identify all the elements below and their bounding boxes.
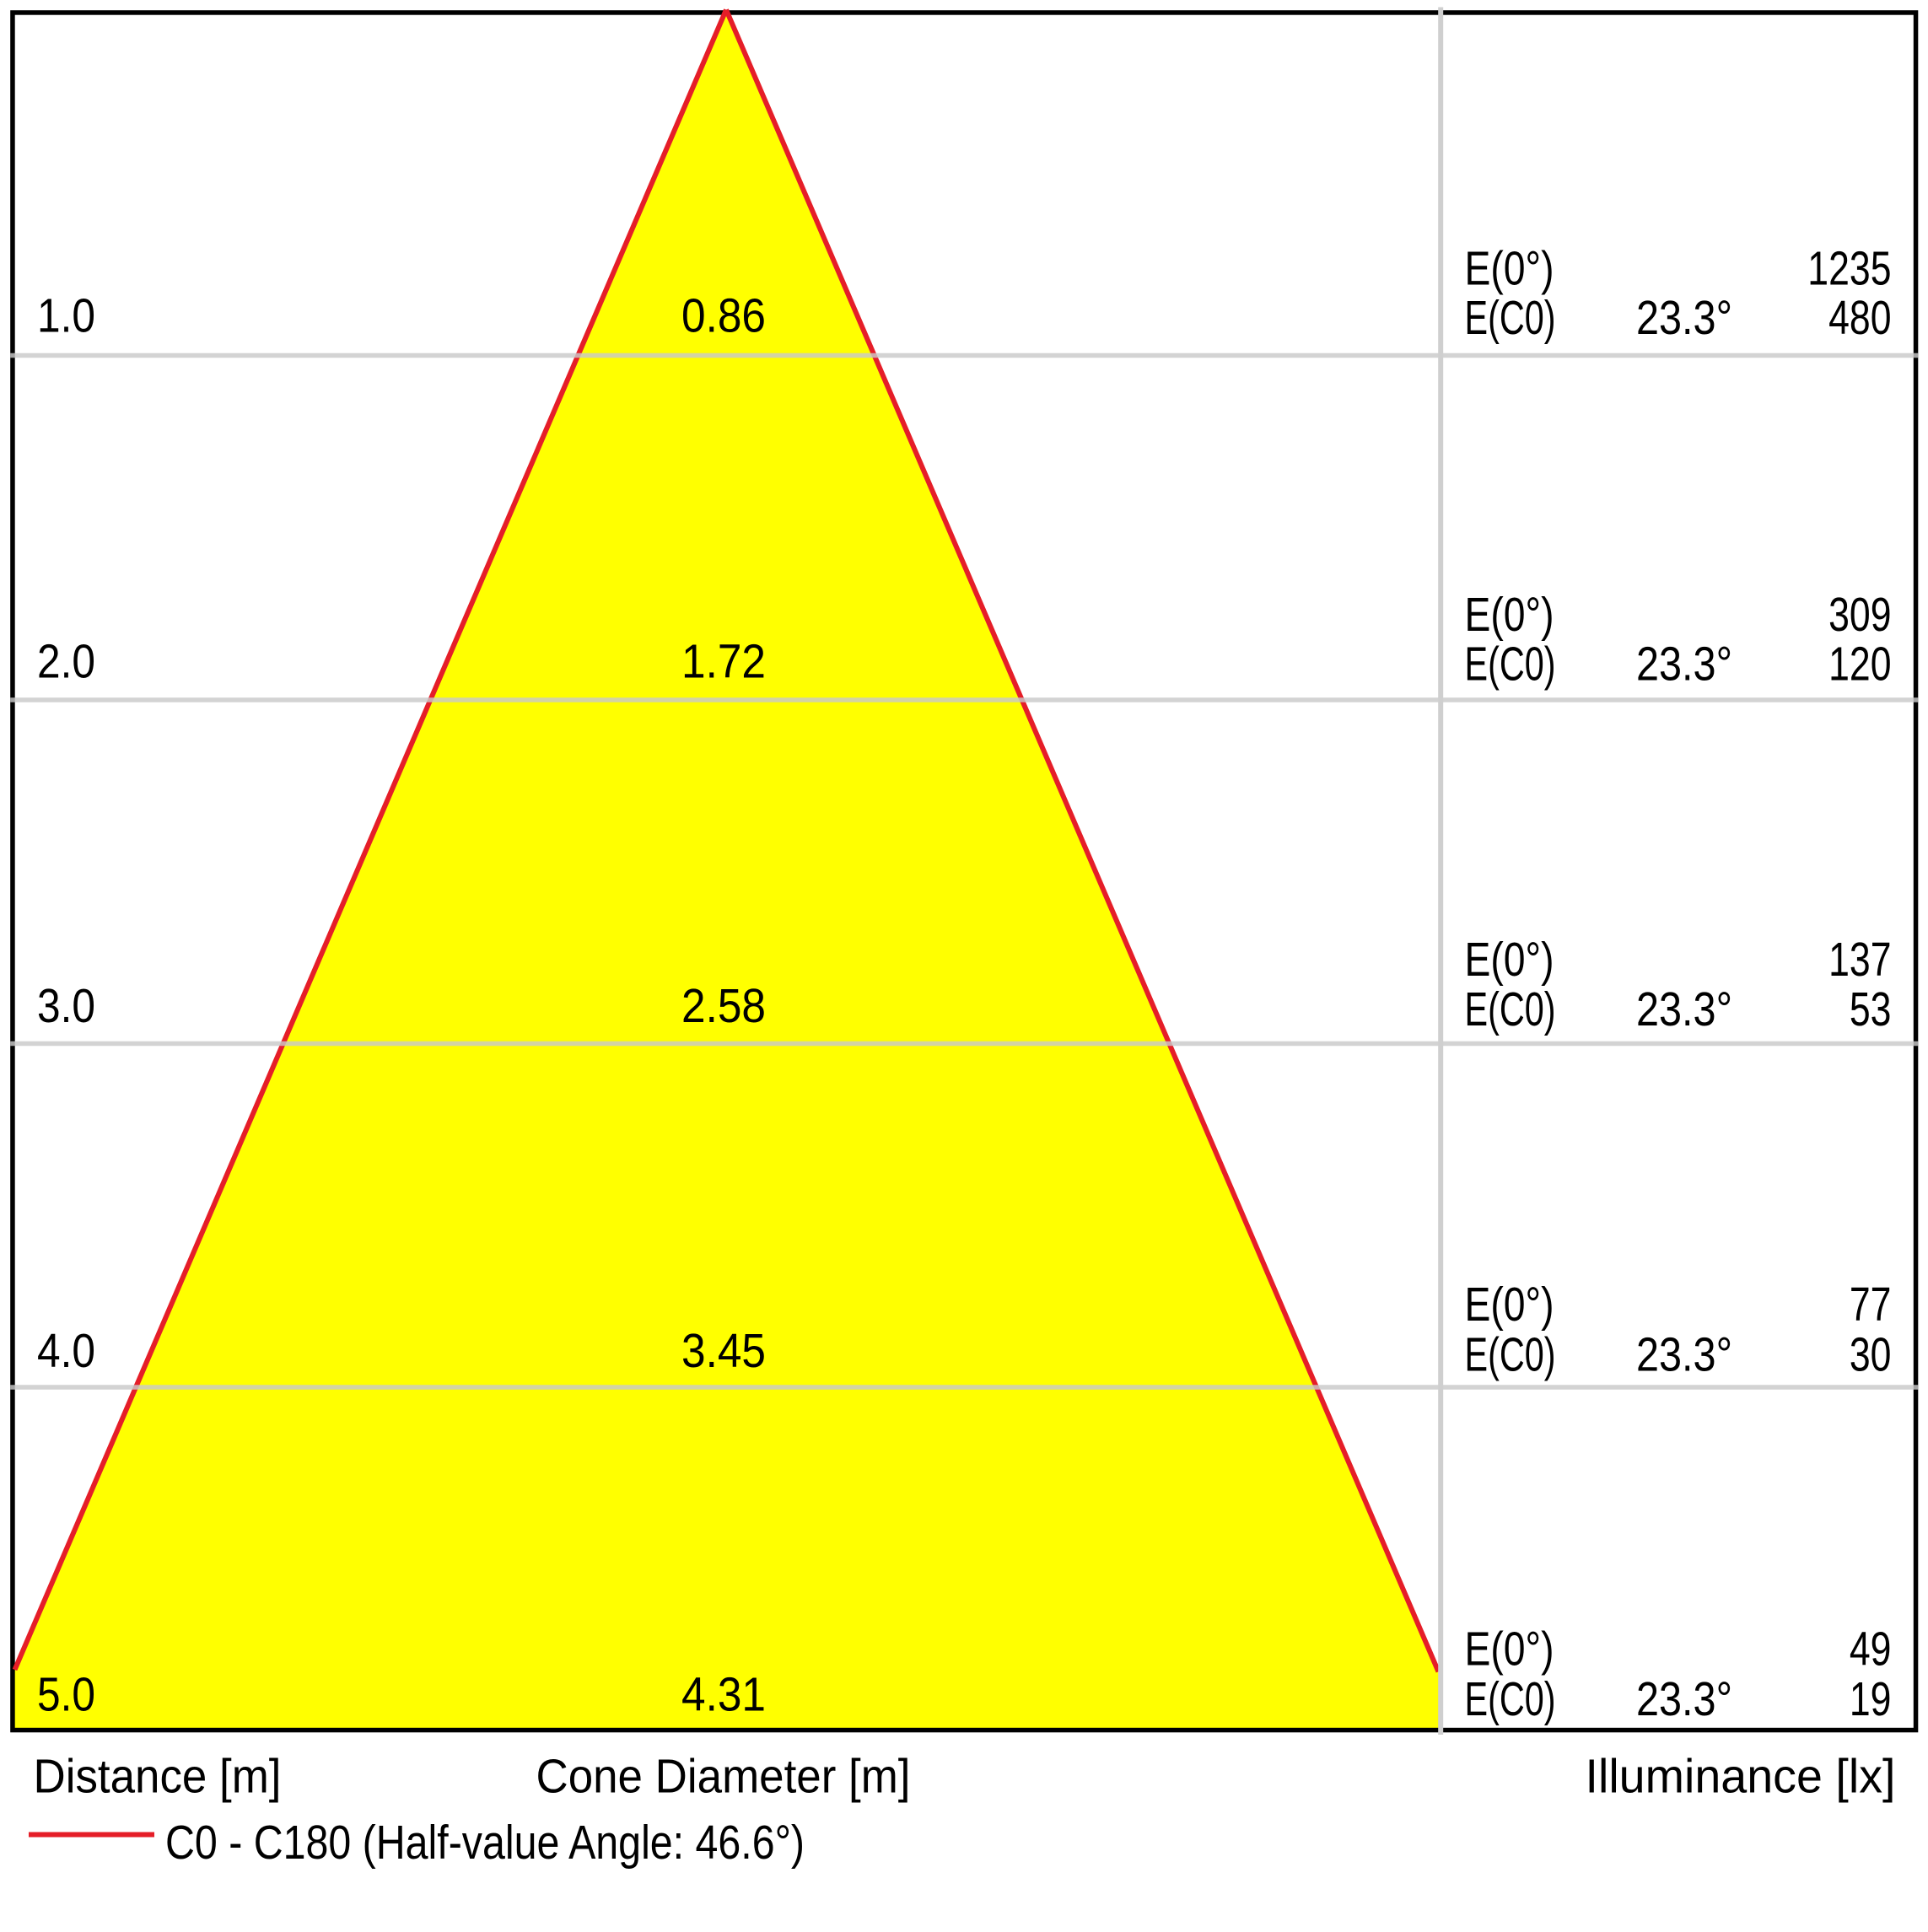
svg-text:480: 480 — [1828, 291, 1891, 344]
svg-text:23.3°: 23.3° — [1636, 982, 1732, 1036]
svg-text:E(0°): E(0°) — [1465, 933, 1554, 986]
svg-text:23.3°: 23.3° — [1636, 1328, 1732, 1381]
svg-text:E(C0): E(C0) — [1465, 982, 1556, 1036]
svg-text:Distance [m]: Distance [m] — [34, 1750, 282, 1803]
svg-text:E(0°): E(0°) — [1465, 1278, 1554, 1331]
svg-text:5.0: 5.0 — [37, 1668, 95, 1721]
svg-text:0.86: 0.86 — [681, 289, 766, 342]
svg-text:120: 120 — [1828, 638, 1891, 691]
svg-text:30: 30 — [1850, 1328, 1892, 1381]
svg-text:77: 77 — [1850, 1278, 1892, 1331]
svg-text:309: 309 — [1828, 588, 1891, 641]
svg-text:1235: 1235 — [1807, 242, 1891, 295]
svg-text:4.31: 4.31 — [681, 1668, 766, 1721]
svg-text:23.3°: 23.3° — [1636, 638, 1732, 691]
svg-text:3.0: 3.0 — [37, 979, 95, 1032]
svg-text:23.3°: 23.3° — [1636, 291, 1732, 344]
svg-text:C0 - C180 (Half-value Angle: 4: C0 - C180 (Half-value Angle: 46.6°) — [165, 1816, 805, 1869]
svg-text:Cone Diameter [m]: Cone Diameter [m] — [536, 1750, 911, 1803]
svg-text:E(0°): E(0°) — [1465, 242, 1554, 295]
svg-text:2.0: 2.0 — [37, 634, 95, 687]
svg-text:1.0: 1.0 — [37, 289, 95, 342]
svg-text:137: 137 — [1828, 933, 1891, 986]
svg-text:1.72: 1.72 — [681, 634, 766, 687]
svg-text:53: 53 — [1850, 982, 1892, 1036]
svg-text:E(0°): E(0°) — [1465, 1623, 1554, 1676]
svg-text:19: 19 — [1850, 1672, 1892, 1725]
svg-text:49: 49 — [1850, 1623, 1892, 1676]
svg-text:E(C0): E(C0) — [1465, 291, 1556, 344]
svg-text:E(0°): E(0°) — [1465, 588, 1554, 641]
svg-text:Illuminance [lx]: Illuminance [lx] — [1586, 1750, 1896, 1803]
svg-text:E(C0): E(C0) — [1465, 1328, 1556, 1381]
svg-text:2.58: 2.58 — [681, 979, 766, 1032]
svg-text:E(C0): E(C0) — [1465, 1672, 1556, 1725]
svg-text:3.45: 3.45 — [681, 1324, 766, 1377]
svg-text:4.0: 4.0 — [37, 1324, 95, 1377]
svg-text:23.3°: 23.3° — [1636, 1672, 1732, 1725]
svg-text:E(C0): E(C0) — [1465, 638, 1556, 691]
